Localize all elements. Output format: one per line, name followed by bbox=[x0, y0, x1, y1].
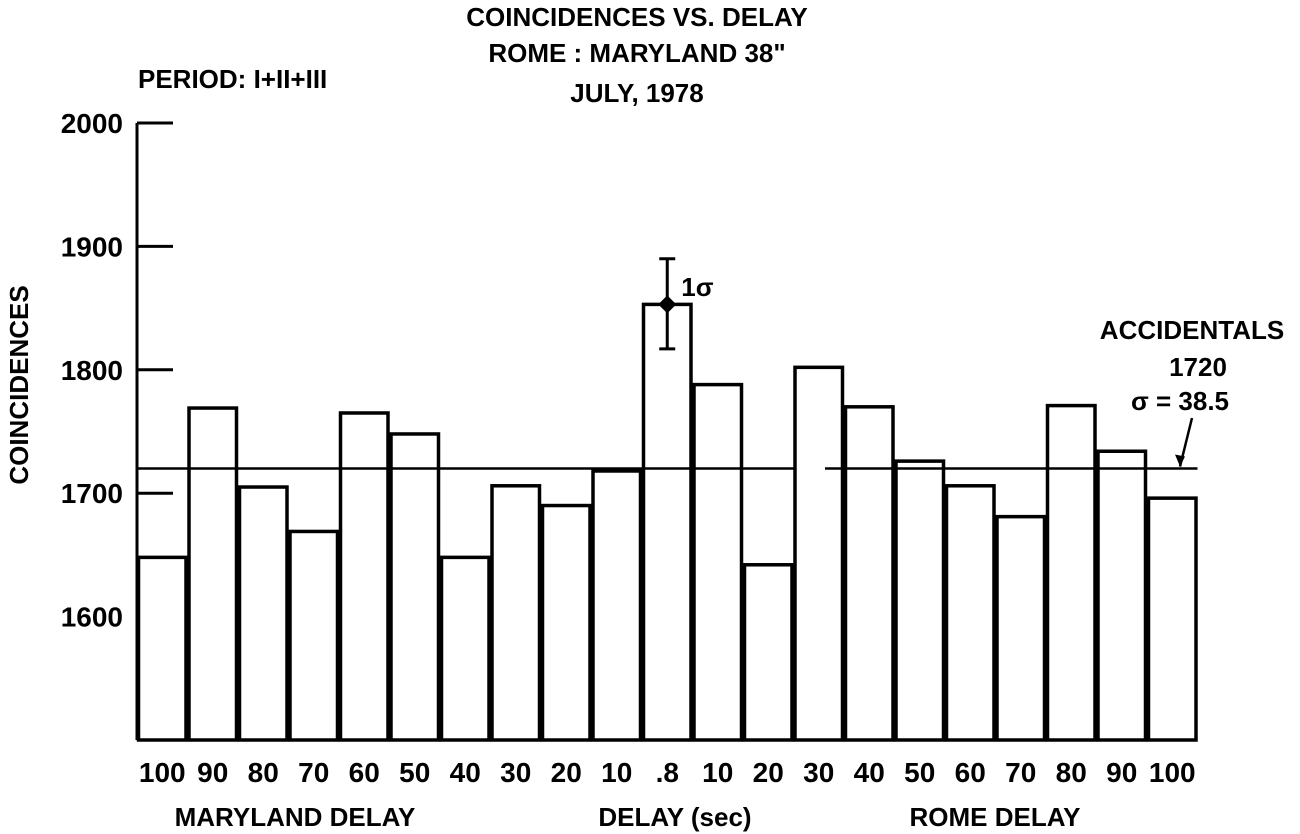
bar-13 bbox=[793, 365, 845, 742]
bar-7 bbox=[490, 484, 542, 742]
bar-0 bbox=[136, 555, 188, 742]
bar-8 bbox=[540, 503, 592, 742]
bar-1 bbox=[187, 406, 239, 742]
bar-20 bbox=[1146, 496, 1198, 742]
chart-subtitle-2: JULY, 1978 bbox=[570, 78, 703, 108]
accidentals-pointer-arrowhead bbox=[1175, 454, 1185, 467]
x-label-delay-sec: DELAY (sec) bbox=[598, 802, 751, 832]
chart-subtitle-1: ROME : MARYLAND 38" bbox=[488, 38, 785, 68]
x-group-labels: MARYLAND DELAY DELAY (sec) ROME DELAY bbox=[175, 802, 1081, 832]
x-tick-label-0: 100 bbox=[139, 757, 186, 788]
bar-11 bbox=[692, 382, 744, 742]
titles: COINCIDENCES VS. DELAY ROME : MARYLAND 3… bbox=[138, 2, 808, 108]
x-tick-label-19: 90 bbox=[1106, 757, 1137, 788]
x-tick-label-5: 50 bbox=[399, 757, 430, 788]
x-tick-label-4: 60 bbox=[349, 757, 380, 788]
x-tick-label-2: 80 bbox=[248, 757, 279, 788]
accidentals-annotation: ACCIDENTALS 1720 σ = 38.5 bbox=[1100, 315, 1284, 416]
y-tick-label-1800: 1800 bbox=[61, 355, 123, 386]
x-tick-label-6: 40 bbox=[450, 757, 481, 788]
x-tick-label-12: 20 bbox=[753, 757, 784, 788]
y-axis-label: COINCIDENCES bbox=[4, 285, 34, 484]
y-tick-label-2000: 2000 bbox=[61, 108, 123, 139]
y-tick-label-1900: 1900 bbox=[61, 231, 123, 262]
x-tick-label-8: 20 bbox=[551, 757, 582, 788]
accidentals-sigma-label: σ = 38.5 bbox=[1131, 386, 1229, 416]
y-tick-label-1600: 1600 bbox=[61, 602, 123, 633]
x-tick-label-3: 70 bbox=[298, 757, 329, 788]
bar-18 bbox=[1045, 403, 1097, 742]
x-tick-label-15: 50 bbox=[904, 757, 935, 788]
plot-area: 1600 1700 1800 1900 2000 100 90 80 70 60 50 40 30 20 1… bbox=[61, 108, 1198, 788]
bar-6 bbox=[439, 555, 491, 742]
bar-17 bbox=[995, 514, 1047, 742]
x-tick-label-14: 40 bbox=[854, 757, 885, 788]
bar-2 bbox=[237, 485, 289, 742]
bar-15 bbox=[894, 459, 946, 742]
bar-19 bbox=[1096, 449, 1148, 742]
x-label-maryland-delay: MARYLAND DELAY bbox=[175, 802, 416, 832]
bar-14 bbox=[843, 405, 895, 742]
bar-3 bbox=[288, 529, 340, 742]
bar-16 bbox=[944, 484, 996, 742]
accidentals-label: ACCIDENTALS bbox=[1100, 315, 1284, 345]
x-label-rome-delay: ROME DELAY bbox=[910, 802, 1081, 832]
period-label: PERIOD: I+II+III bbox=[138, 64, 327, 94]
accidentals-value-label: 1720 bbox=[1169, 352, 1227, 382]
bar-12 bbox=[742, 563, 794, 742]
y-tick-label-1700: 1700 bbox=[61, 478, 123, 509]
x-tick-label-7: 30 bbox=[500, 757, 531, 788]
error-bar-point bbox=[658, 295, 677, 314]
x-tick-label-17: 70 bbox=[1005, 757, 1036, 788]
error-bar-label: 1σ bbox=[681, 272, 713, 302]
x-tick-label-1: 90 bbox=[197, 757, 228, 788]
bar-5 bbox=[389, 432, 441, 742]
x-tick-label-11: 10 bbox=[702, 757, 733, 788]
bar-10 bbox=[641, 302, 693, 742]
x-tick-label-10: .8 bbox=[656, 757, 679, 788]
x-tick-label-18: 80 bbox=[1056, 757, 1087, 788]
x-tick-label-9: 10 bbox=[601, 757, 632, 788]
x-tick-label-20: 100 bbox=[1149, 757, 1196, 788]
x-tick-label-16: 60 bbox=[955, 757, 986, 788]
chart-title: COINCIDENCES VS. DELAY bbox=[466, 2, 807, 32]
x-tick-label-13: 30 bbox=[803, 757, 834, 788]
bar-9 bbox=[591, 469, 643, 742]
bar-4 bbox=[338, 411, 390, 742]
